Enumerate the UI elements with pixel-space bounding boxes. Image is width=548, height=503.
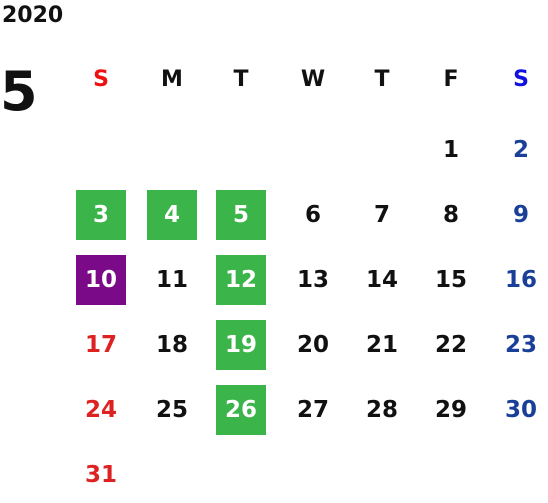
day-cell-1[interactable]: 1 (442, 136, 459, 163)
day-cell-26[interactable]: 26 (224, 396, 257, 423)
day-cell-7[interactable]: 7 (373, 201, 390, 228)
day-cell-8[interactable]: 8 (442, 201, 459, 228)
day-cell-16[interactable]: 16 (504, 266, 537, 293)
day-cell-13[interactable]: 13 (296, 266, 329, 293)
day-cell-5[interactable]: 5 (232, 201, 249, 228)
day-cell-21[interactable]: 21 (365, 331, 398, 358)
day-cell-14[interactable]: 14 (365, 266, 398, 293)
day-cell-30[interactable]: 30 (504, 396, 537, 423)
holiday-highlight (216, 320, 266, 370)
holiday-highlight (147, 190, 197, 240)
day-cell-12[interactable]: 12 (224, 266, 257, 293)
day-cell-24[interactable]: 24 (84, 396, 117, 423)
selected-day-highlight (76, 255, 126, 305)
day-cell-22[interactable]: 22 (434, 331, 467, 358)
day-cell-10[interactable]: 10 (84, 266, 117, 293)
holiday-highlight (216, 385, 266, 435)
day-cell-17[interactable]: 17 (84, 331, 117, 358)
weekday-header-4: T (374, 67, 390, 92)
day-cell-25[interactable]: 25 (155, 396, 188, 423)
day-cell-27[interactable]: 27 (296, 396, 329, 423)
weekday-header-2: T (233, 67, 249, 92)
weekday-header-6: S (513, 67, 529, 92)
holiday-highlight (216, 190, 266, 240)
day-cell-11[interactable]: 11 (155, 266, 188, 293)
day-cell-15[interactable]: 15 (434, 266, 467, 293)
weekday-header-5: F (443, 67, 459, 92)
weekday-header-0: S (93, 67, 109, 92)
weekday-header-3: W (300, 67, 326, 92)
holiday-highlight (76, 190, 126, 240)
day-cell-4[interactable]: 4 (163, 201, 180, 228)
day-cell-2[interactable]: 2 (512, 136, 529, 163)
day-cell-20[interactable]: 20 (296, 331, 329, 358)
day-cell-23[interactable]: 23 (504, 331, 537, 358)
month-number: 5 (0, 60, 38, 123)
weekday-header-1: M (161, 67, 183, 92)
day-cell-28[interactable]: 28 (365, 396, 398, 423)
day-cell-3[interactable]: 3 (92, 201, 109, 228)
day-cell-9[interactable]: 9 (512, 201, 529, 228)
day-cell-19[interactable]: 19 (224, 331, 257, 358)
holiday-highlight (216, 255, 266, 305)
day-cell-31[interactable]: 31 (84, 461, 117, 488)
day-cell-6[interactable]: 6 (304, 201, 321, 228)
year-label: 2020 (2, 3, 64, 28)
day-cell-18[interactable]: 18 (155, 331, 188, 358)
day-cell-29[interactable]: 29 (434, 396, 467, 423)
